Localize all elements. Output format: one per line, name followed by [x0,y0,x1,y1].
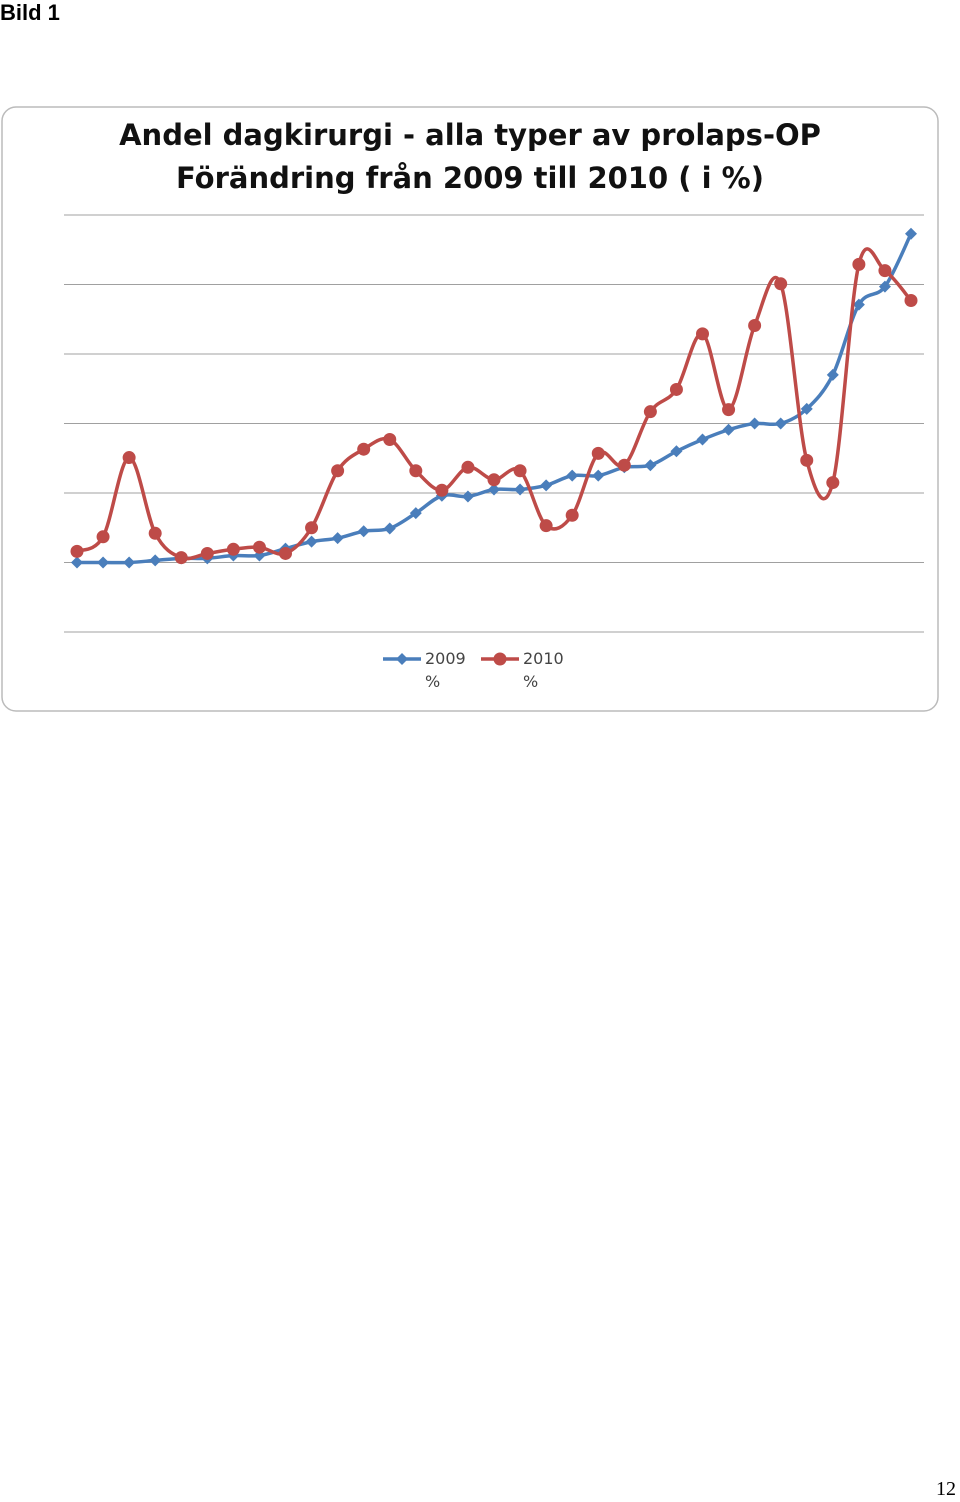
point [696,433,709,446]
point [252,540,266,554]
point [435,483,449,497]
point [305,521,319,535]
point [722,403,736,417]
point [617,458,631,472]
point [357,442,371,456]
point [852,257,866,271]
point [905,227,917,240]
point [409,464,423,478]
page-number: 12 [936,1478,956,1500]
point [174,551,188,565]
point [331,464,345,478]
point [878,280,891,293]
point [670,445,683,458]
chart-frame [1,106,939,712]
point [461,490,474,503]
point [826,368,839,381]
point [383,432,397,446]
point [540,479,553,492]
point [591,446,605,460]
point [774,417,787,430]
point [696,327,709,341]
point [800,453,814,467]
point [71,556,83,569]
point [514,483,527,496]
point [357,525,370,538]
point [722,423,735,436]
chart-title: Andel dagkirurgi - alla typer av prolaps… [119,118,821,152]
point [383,522,396,535]
point [148,526,162,540]
point [70,544,84,558]
point [592,469,605,482]
legend-marker [493,652,507,666]
point [669,382,683,396]
legend-label: 2009 % [425,649,466,691]
point [149,554,162,567]
point [852,298,865,311]
page-header: Bild 1 [0,0,60,25]
point [644,459,657,472]
point [461,460,475,474]
point [488,483,500,496]
point [565,508,579,522]
point [226,542,240,556]
point [748,319,762,333]
point [539,519,553,533]
point [305,535,318,548]
legend-marker [396,653,408,665]
point [97,556,110,569]
point [774,277,788,291]
point [643,405,657,419]
point [123,556,136,569]
point [409,507,422,520]
point [878,264,892,278]
point [800,402,813,415]
point [279,546,292,560]
point [566,469,579,482]
legend-label: 2010 % [523,649,564,691]
chart: Andel dagkirurgi - alla typer av prolaps… [1,106,939,712]
point [96,530,110,544]
point [122,451,136,465]
point [200,546,214,560]
point [826,476,840,490]
point [487,473,501,487]
point [331,532,344,545]
chart-title: Förändring från 2009 till 2010 ( i %) [176,161,764,195]
point [904,293,918,307]
point [513,464,527,478]
point [748,417,761,430]
